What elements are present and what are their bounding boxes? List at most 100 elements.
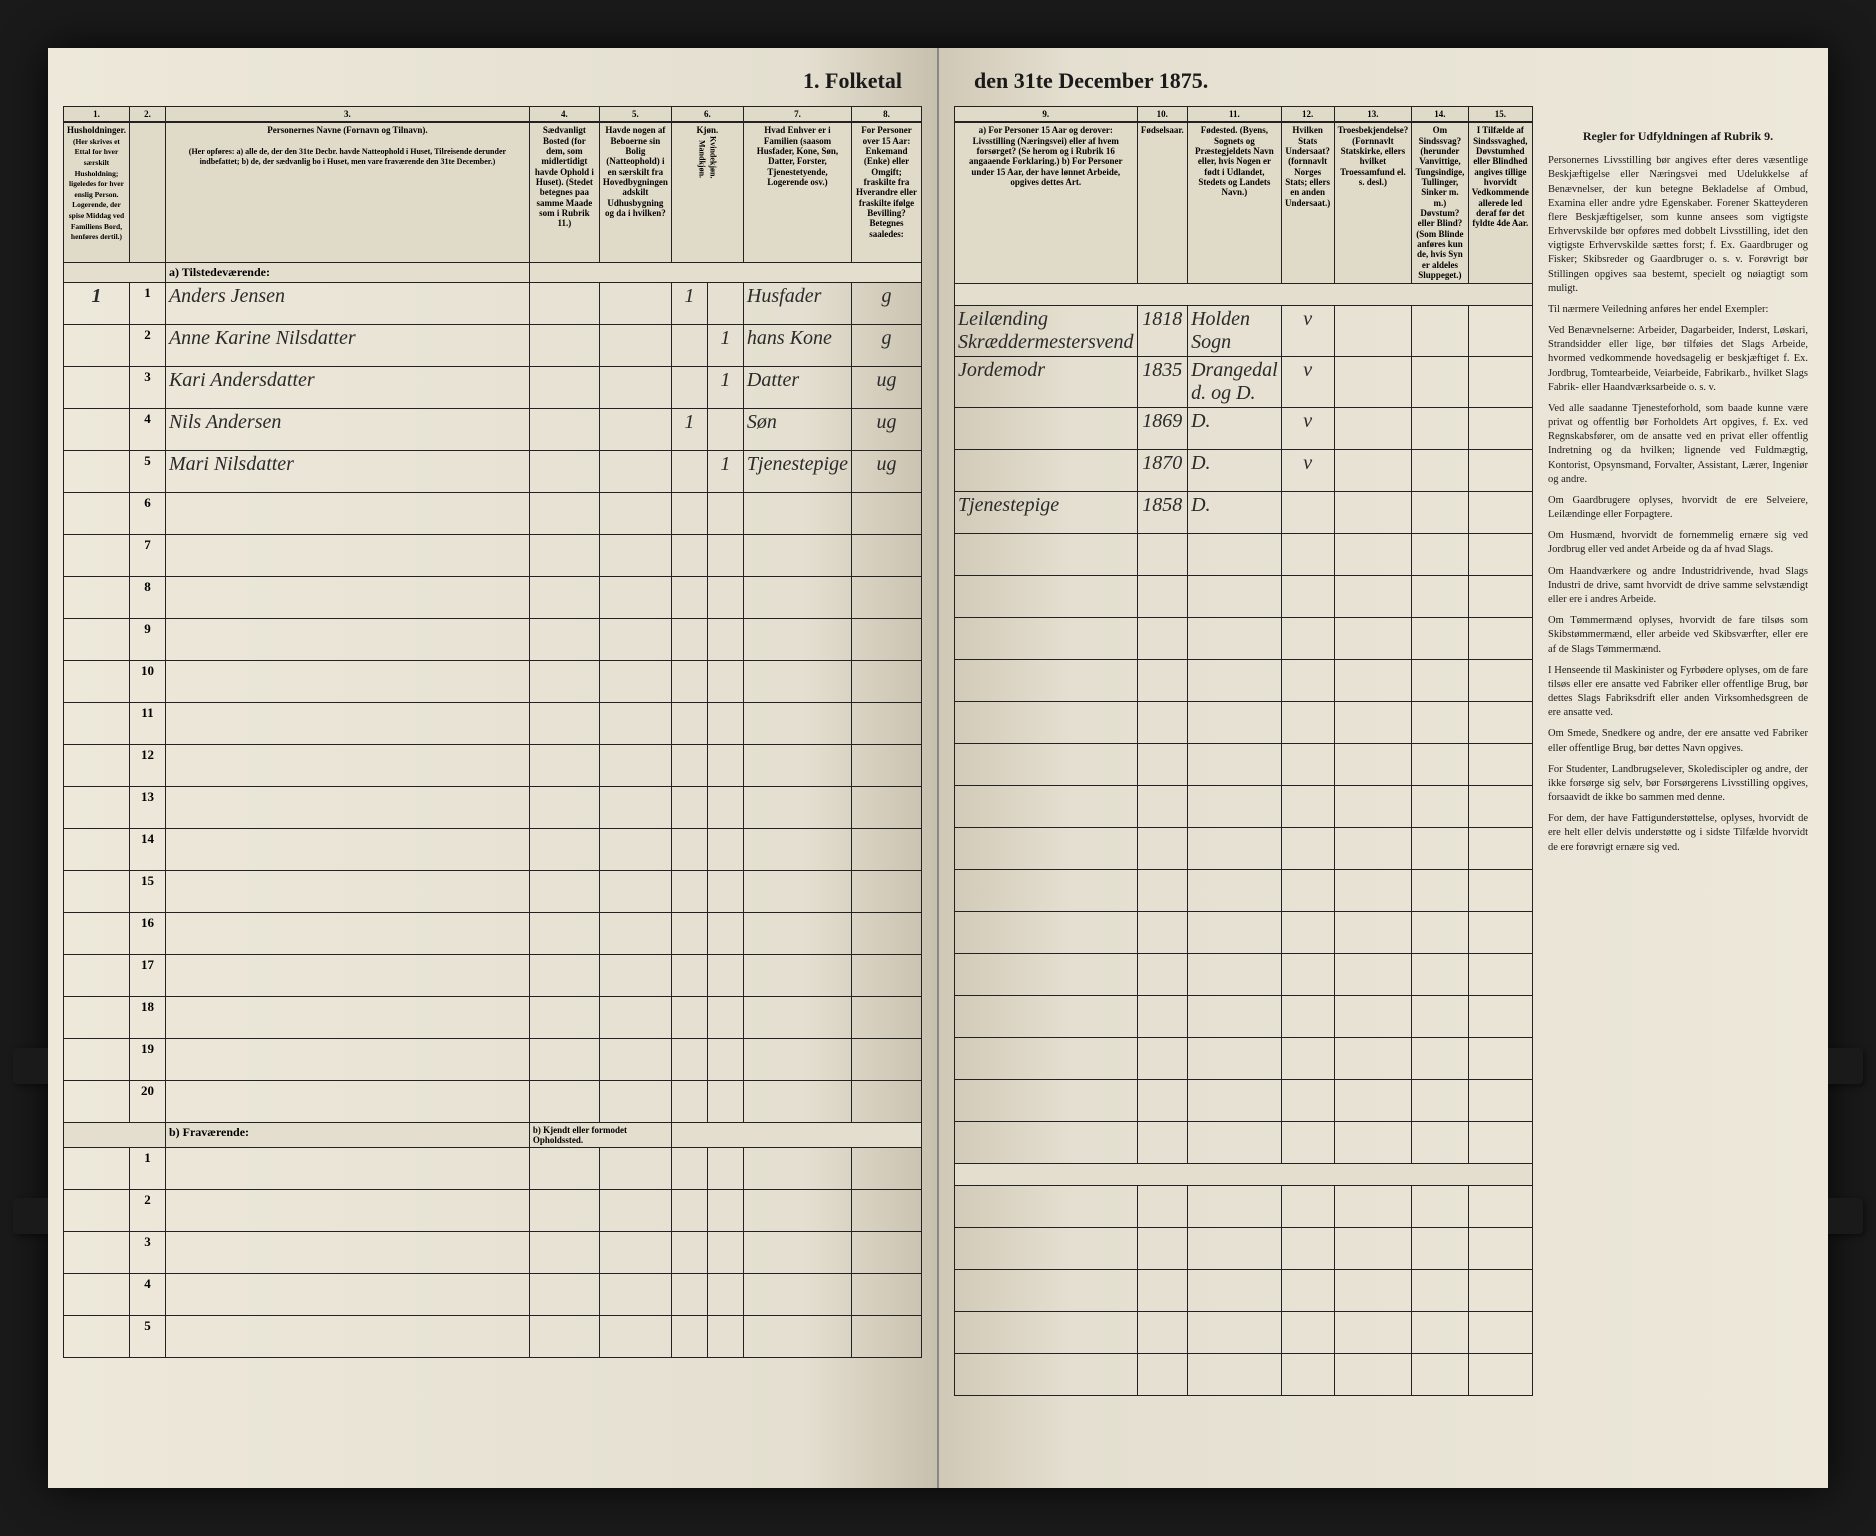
table-row: 2Anne Karine Nilsdatter1hans Koneg <box>64 324 922 366</box>
col-num: 3. <box>165 107 529 123</box>
instruction-paragraph: Personernes Livsstilling bør angives eft… <box>1548 154 1808 296</box>
header-rownum <box>129 122 165 262</box>
birthplace: D. <box>1188 449 1282 491</box>
occupation: Jordemodr <box>955 356 1138 407</box>
instruction-paragraph: For Studenter, Landbrugselever, Skoledis… <box>1548 763 1808 806</box>
table-row-empty <box>955 659 1533 701</box>
table-row-empty <box>955 785 1533 827</box>
header-households: Husholdninger. (Her skrives et Ettal for… <box>64 122 130 262</box>
cell <box>529 366 599 408</box>
birthplace: D. <box>1188 491 1282 533</box>
household-num <box>64 450 130 492</box>
occupation <box>955 407 1138 449</box>
person-num: 4 <box>129 1273 165 1315</box>
person-num: 6 <box>129 492 165 534</box>
person-num: 12 <box>129 744 165 786</box>
household-num <box>64 324 130 366</box>
table-row-empty: 8 <box>64 576 922 618</box>
instruction-paragraph: Om Smede, Snedkere og andre, der ere ans… <box>1548 727 1808 755</box>
sex-f: 1 <box>707 324 743 366</box>
person-num: 20 <box>129 1080 165 1122</box>
header-sex: Kjøn. Mandkjøn. Kvindekjøn. <box>671 122 743 262</box>
birth-year: 1835 <box>1137 356 1188 407</box>
header-nationality: Hvilken Stats Undersaat? (fornnavlt Norg… <box>1281 122 1334 283</box>
marital: ug <box>852 366 922 408</box>
right-page: den 31te December 1875. 9. 10. 11. 12. 1… <box>939 48 1828 1488</box>
table-row-empty <box>955 533 1533 575</box>
table-row-empty <box>955 575 1533 617</box>
nationality: v <box>1281 407 1334 449</box>
header-disability-age: I Tilfælde af Sindssvaghed, Døvstumhed e… <box>1468 122 1532 283</box>
cell <box>599 408 671 450</box>
table-row: Leilænding Skræddermestersvend1818Holden… <box>955 305 1533 356</box>
person-num: 4 <box>129 408 165 450</box>
table-row-empty: 3 <box>64 1231 922 1273</box>
cell <box>599 282 671 324</box>
section-absent: b) Fraværende: b) Kjendt eller formodet … <box>64 1122 922 1147</box>
col-num: 11. <box>1188 107 1282 123</box>
cell <box>1468 407 1532 449</box>
sex-f <box>707 408 743 450</box>
marital: g <box>852 282 922 324</box>
person-num: 3 <box>129 1231 165 1273</box>
marital: ug <box>852 408 922 450</box>
person-num: 10 <box>129 660 165 702</box>
sex-f: 1 <box>707 366 743 408</box>
table-row-empty <box>955 1037 1533 1079</box>
cell <box>529 408 599 450</box>
person-name: Nils Andersen <box>165 408 529 450</box>
table-row-empty: 18 <box>64 996 922 1038</box>
cell <box>1468 449 1532 491</box>
header-family-role: Hvad Enhver er i Familien (saasom Husfad… <box>743 122 851 262</box>
birth-year: 1858 <box>1137 491 1188 533</box>
table-row-empty <box>955 617 1533 659</box>
person-num: 16 <box>129 912 165 954</box>
cell <box>1468 305 1532 356</box>
header-marital: For Personer over 15 Aar: Enkemand (Enke… <box>852 122 922 262</box>
occupation: Leilænding Skræddermestersvend <box>955 305 1138 356</box>
col-num: 10. <box>1137 107 1188 123</box>
person-name: Mari Nilsdatter <box>165 450 529 492</box>
page-title-right: den 31te December 1875. <box>954 68 1813 94</box>
person-num: 11 <box>129 702 165 744</box>
table-row-empty <box>955 701 1533 743</box>
cell <box>1412 407 1468 449</box>
cell <box>599 366 671 408</box>
birthplace: Holden Sogn <box>1188 305 1282 356</box>
col-num: 9. <box>955 107 1138 123</box>
header-residence: Sædvanligt Bosted (for dem, som midlerti… <box>529 122 599 262</box>
table-row-empty: 1 <box>64 1147 922 1189</box>
header-occupation: a) For Personer 15 Aar og derover: Livss… <box>955 122 1138 283</box>
birthplace: D. <box>1188 407 1282 449</box>
person-num: 2 <box>129 1189 165 1231</box>
instruction-paragraph: I Henseende til Maskinister og Fyrbødere… <box>1548 664 1808 721</box>
sex-f <box>707 282 743 324</box>
table-row-empty: 6 <box>64 492 922 534</box>
cell <box>1334 356 1412 407</box>
col-num: 12. <box>1281 107 1334 123</box>
section-present: a) Tilstedeværende: <box>64 262 922 282</box>
col-num: 1. <box>64 107 130 123</box>
sex-m <box>671 366 707 408</box>
table-row-empty: 11 <box>64 702 922 744</box>
table-row-empty <box>955 827 1533 869</box>
cell <box>1334 407 1412 449</box>
marital: ug <box>852 450 922 492</box>
table-row-empty: 20 <box>64 1080 922 1122</box>
table-row-empty <box>955 1079 1533 1121</box>
person-num: 17 <box>129 954 165 996</box>
person-num: 2 <box>129 324 165 366</box>
table-row-empty <box>955 1185 1533 1227</box>
table-row-empty: 12 <box>64 744 922 786</box>
census-table-left: 1. 2. 3. 4. 5. 6. 7. 8. Husholdninger. (… <box>63 106 922 1358</box>
household-num <box>64 366 130 408</box>
family-role: Tjenestepige <box>743 450 851 492</box>
person-num: 1 <box>129 282 165 324</box>
table-row: Jordemodr1835Drangedal d. og D.v <box>955 356 1533 407</box>
page-title-left: 1. Folketal <box>63 68 922 94</box>
household-num <box>64 408 130 450</box>
header-outbuilding: Havde nogen af Beboerne sin Bolig (Natte… <box>599 122 671 262</box>
nationality: v <box>1281 356 1334 407</box>
table-row: 5Mari Nilsdatter1Tjenestepigeug <box>64 450 922 492</box>
table-row-empty: 14 <box>64 828 922 870</box>
